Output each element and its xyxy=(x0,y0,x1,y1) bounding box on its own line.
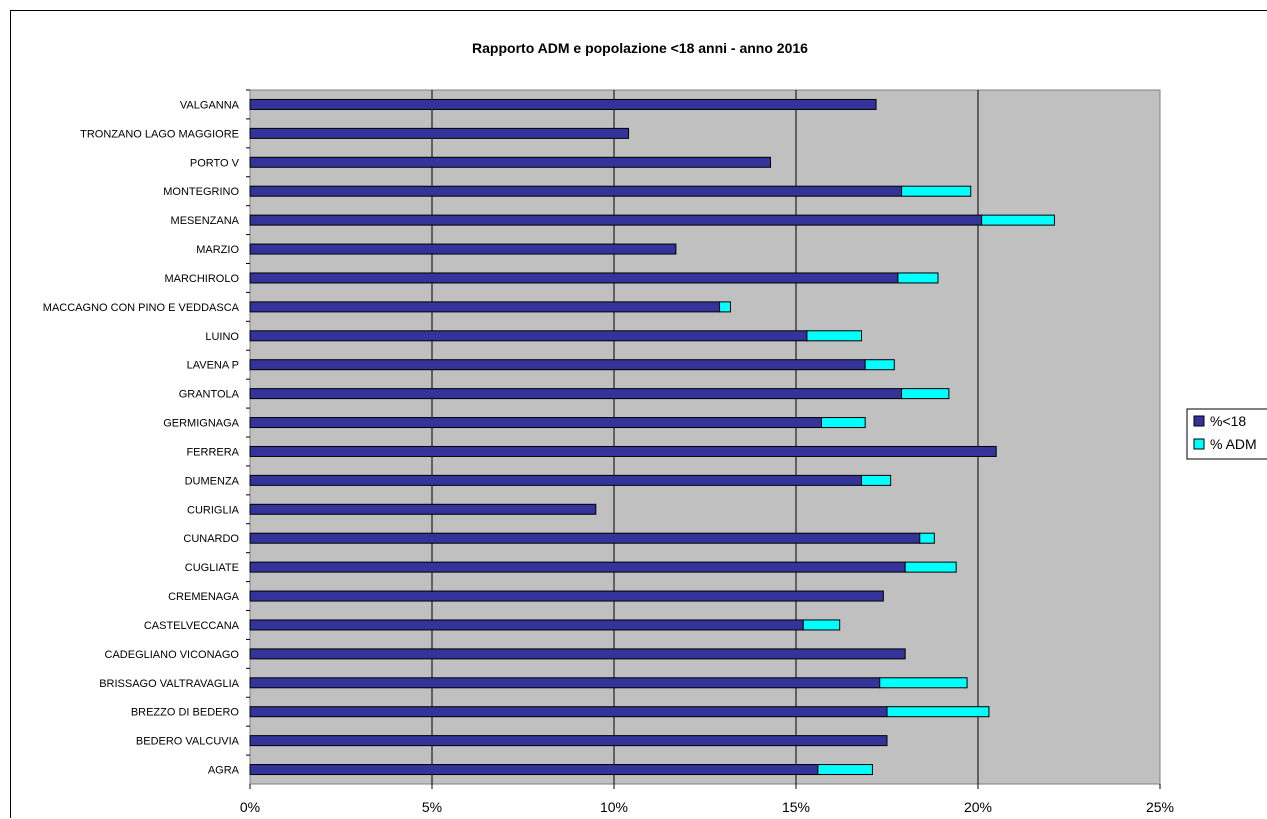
category-label: GERMIGNAGA xyxy=(163,418,239,430)
category-label: BREZZO DI BEDERO xyxy=(131,707,240,719)
x-tick-labels: 0% 5% 10% 15% 20% 25% xyxy=(240,799,1174,815)
category-label: MARCHIROLO xyxy=(164,273,239,285)
bar-adm xyxy=(802,619,841,631)
category-label: LUINO xyxy=(205,331,239,343)
bar-under18 xyxy=(249,677,881,689)
category-label: CASTELVECCANA xyxy=(144,620,240,632)
x-tick-label: 5% xyxy=(422,799,442,815)
bar-under18 xyxy=(249,243,677,255)
category-label: BEDERO VALCUVIA xyxy=(136,736,240,748)
bar-adm xyxy=(886,706,990,718)
legend: %<18 % ADM xyxy=(1186,408,1267,460)
bar-under18 xyxy=(249,561,906,573)
bar-under18 xyxy=(249,98,877,110)
bar-under18 xyxy=(249,648,906,660)
bar-adm xyxy=(901,388,950,400)
category-label: BRISSAGO VALTRAVAGLIA xyxy=(99,678,239,690)
legend-swatch-under18 xyxy=(1193,415,1205,427)
bar-under18 xyxy=(249,503,597,515)
x-tick-label: 20% xyxy=(964,799,992,815)
bar-adm xyxy=(904,561,957,573)
bar-under18 xyxy=(249,127,630,139)
plot-area xyxy=(249,89,1161,785)
category-label: MESENZANA xyxy=(171,215,240,227)
category-label: VALGANNA xyxy=(180,99,240,111)
category-label: GRANTOLA xyxy=(179,389,240,401)
bars-layer xyxy=(249,98,1055,776)
bar-under18 xyxy=(249,214,983,226)
bar-adm xyxy=(806,330,863,342)
x-tick-label: 10% xyxy=(600,799,628,815)
bar-adm xyxy=(897,272,939,284)
category-label: CUNARDO xyxy=(183,533,239,545)
bar-adm xyxy=(817,764,873,776)
bar-under18 xyxy=(249,272,899,284)
legend-swatch-adm xyxy=(1193,438,1205,450)
bar-adm xyxy=(864,359,895,371)
category-label: DUMENZA xyxy=(185,475,240,487)
chart-svg: Rapporto ADM e popolazione <18 anni - an… xyxy=(43,40,1267,815)
bar-under18 xyxy=(249,532,921,544)
bar-under18 xyxy=(249,706,888,718)
bar-under18 xyxy=(249,417,822,429)
bar-under18 xyxy=(249,735,888,747)
category-labels: VALGANNA TRONZANO LAGO MAGGIORE PORTO V MON… xyxy=(43,89,250,777)
category-label: PORTO V xyxy=(190,157,240,169)
x-tick-label: 0% xyxy=(240,799,260,815)
category-label: LAVENA P xyxy=(187,360,239,372)
category-label: MARZIO xyxy=(196,244,239,256)
bar-adm xyxy=(820,417,866,429)
legend-label-adm: % ADM xyxy=(1210,436,1257,452)
bar-under18 xyxy=(249,590,884,602)
bar-under18 xyxy=(249,388,903,400)
legend-label-under18: %<18 xyxy=(1210,413,1246,429)
category-label: CREMENAGA xyxy=(168,591,240,603)
grid-layer xyxy=(249,90,1161,789)
bar-under18 xyxy=(249,301,721,313)
bar-under18 xyxy=(249,764,819,776)
bar-adm xyxy=(861,474,892,486)
bar-adm xyxy=(981,214,1055,226)
bar-under18 xyxy=(249,359,866,371)
category-label: CADEGLIANO VICONAGO xyxy=(105,649,240,661)
category-label: MACCAGNO CON PINO E VEDDASCA xyxy=(43,302,240,314)
bar-under18 xyxy=(249,156,772,168)
category-label: MONTEGRINO xyxy=(163,186,239,198)
category-label: AGRA xyxy=(208,765,240,777)
bar-adm xyxy=(719,301,731,313)
category-label: CUGLIATE xyxy=(185,562,239,574)
bar-adm xyxy=(901,185,972,197)
x-tick-label: 15% xyxy=(782,799,810,815)
bar-adm xyxy=(919,532,935,544)
bar-under18 xyxy=(249,330,808,342)
chart-title: Rapporto ADM e popolazione <18 anni - an… xyxy=(472,40,808,56)
bar-under18 xyxy=(249,474,863,486)
x-tick-label: 25% xyxy=(1146,799,1174,815)
category-label: CURIGLIA xyxy=(187,504,240,516)
bar-under18 xyxy=(249,619,804,631)
bar-under18 xyxy=(249,185,903,197)
bar-under18 xyxy=(249,445,997,457)
category-label: TRONZANO LAGO MAGGIORE xyxy=(80,128,239,140)
category-label: FERRERA xyxy=(186,446,239,458)
chart-frame: Rapporto ADM e popolazione <18 anni - an… xyxy=(10,10,1267,818)
bar-adm xyxy=(879,677,968,689)
